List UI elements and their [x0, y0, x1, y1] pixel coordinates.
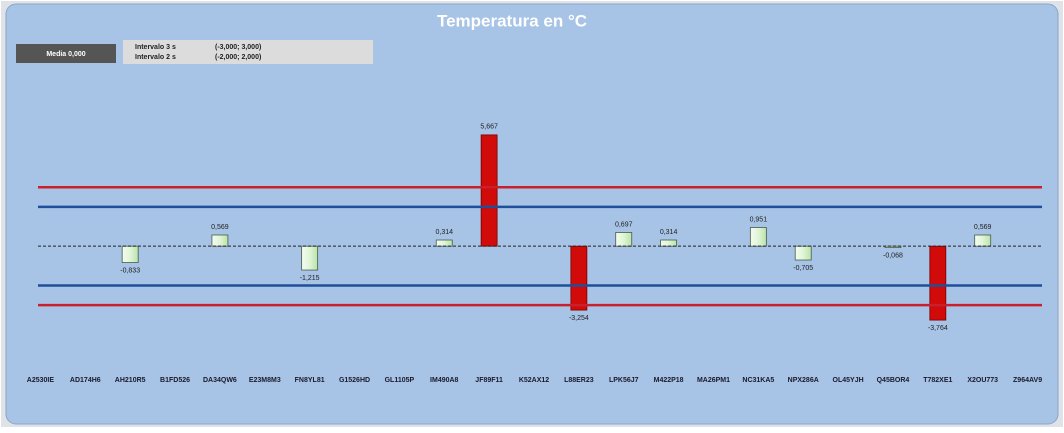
- x-tick-label: GL1105P: [385, 377, 415, 384]
- x-tick-label: X2OU773: [967, 377, 998, 384]
- bar: [615, 232, 633, 247]
- bar: [749, 227, 767, 247]
- value-label: 0,314: [435, 229, 453, 236]
- value-label: -3,254: [569, 315, 589, 322]
- x-tick-label: B1FD526: [160, 377, 190, 384]
- interval-box: [123, 40, 373, 64]
- x-tick-label: DA34QW6: [203, 377, 237, 384]
- bar: [301, 245, 319, 271]
- value-label: -0,833: [120, 267, 140, 274]
- x-tick-label: AD174H6: [70, 377, 101, 384]
- value-label: 0,569: [974, 224, 992, 231]
- x-tick-label: MA26PM1: [697, 377, 730, 384]
- x-tick-label: E23M8M3: [249, 377, 281, 384]
- interval-range: (-3,000; 3,000): [215, 44, 261, 51]
- x-tick-label: K52AX12: [519, 377, 549, 384]
- mean-box: [16, 44, 116, 63]
- chart-title: Temperatura en °C: [437, 11, 587, 30]
- mean-label: Media 0,000: [46, 51, 85, 58]
- bar: [121, 245, 139, 263]
- bar: [974, 234, 992, 247]
- bar: [929, 245, 947, 321]
- x-tick-label: Z964AV9: [1013, 377, 1042, 384]
- bar: [660, 239, 678, 247]
- x-tick-label: NPX286A: [788, 377, 819, 384]
- bar: [211, 234, 229, 247]
- plot-panel: [5, 3, 1059, 425]
- bar: [884, 245, 902, 248]
- interval-name: Intervalo 3 s: [135, 44, 176, 51]
- x-tick-label: NC31KA5: [742, 377, 774, 384]
- value-label: -0,068: [883, 252, 903, 259]
- x-tick-label: FN8YL81: [295, 377, 325, 384]
- value-label: 0,314: [660, 229, 678, 236]
- value-label: 0,697: [615, 221, 633, 228]
- x-tick-label: M422P18: [654, 377, 684, 384]
- x-tick-label: A2530IE: [27, 377, 55, 384]
- x-tick-label: OL45YJH: [833, 377, 864, 384]
- bar: [794, 245, 812, 261]
- value-label: -3,764: [928, 325, 948, 332]
- x-tick-label: IM490A8: [430, 377, 459, 384]
- interval-name: Intervalo 2 s: [135, 54, 176, 61]
- value-label: 0,951: [750, 216, 768, 223]
- bar: [570, 245, 588, 311]
- x-tick-label: Q45BOR4: [877, 377, 910, 384]
- value-label: 5,667: [480, 124, 498, 131]
- x-tick-label: G1526HD: [339, 377, 370, 384]
- value-label: -0,705: [793, 265, 813, 272]
- bar: [480, 134, 498, 247]
- bar: [435, 239, 453, 247]
- x-tick-label: LPK56J7: [609, 377, 639, 384]
- x-tick-label: JF89F11: [475, 377, 503, 384]
- value-label: 0,569: [211, 224, 229, 231]
- value-label: -1,215: [300, 275, 320, 282]
- x-tick-label: L88ER23: [564, 377, 594, 384]
- x-tick-label: AH210R5: [115, 377, 146, 384]
- x-tick-label: T782XE1: [923, 377, 952, 384]
- interval-range: (-2,000; 2,000): [215, 54, 261, 61]
